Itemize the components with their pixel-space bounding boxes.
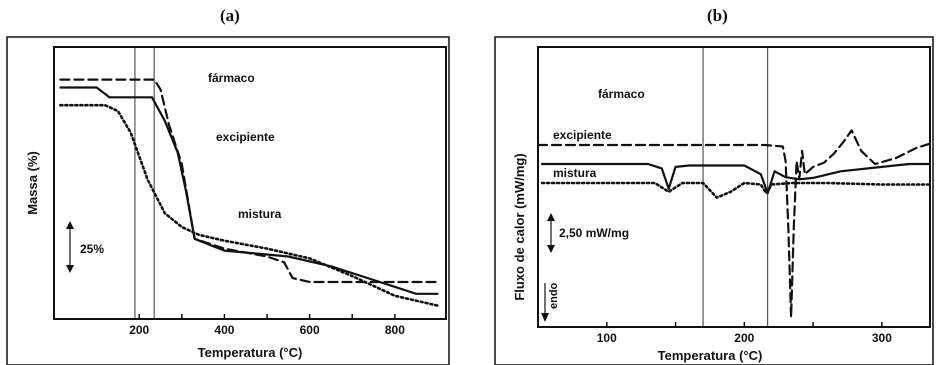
series-label-a-excipiente: excipiente [216,130,275,144]
series-line-dashed [59,78,439,284]
panel-a-label: (a) [220,6,240,25]
panel-b-frame [494,36,934,365]
plot-area-b [537,46,931,328]
series-line-dotted [59,103,439,307]
plot-area-a [53,46,447,320]
scale-bar-b-arrow-up [547,213,555,221]
series-label-b-farmaco: fármaco [598,87,645,101]
series-label-b-excipiente: excipiente [553,128,612,142]
scale-bar-a [66,221,74,273]
endo-label: endo [548,282,560,309]
y-axis-label-b: Fluxo de calor (mW/mg) [512,153,527,300]
panel-a-frame [6,36,450,365]
x-tick-label: 200 [129,323,149,337]
series-line-dashed [536,129,932,319]
x-tick-label: 600 [300,323,320,337]
tga-chart: Massa (%) Temperatura (°C) 25% fármaco e… [6,36,450,365]
scale-bar-a-text: 25% [80,242,104,256]
scale-bar-a-arrow-up [66,221,74,229]
scale-bar-b [547,213,555,253]
series-line-solid [59,86,439,295]
endo-indicator [541,283,549,322]
scale-bar-b-arrow-down [547,245,555,253]
dsc-chart: Fluxo de calor (mW/mg) Temperatura (°C) … [494,36,934,365]
x-axis-label-a: Temperatura (°C) [198,345,303,360]
series-label-b-mistura: mistura [553,166,597,180]
x-tick-label: 800 [385,323,405,337]
x-axis-label-b: Temperatura (°C) [658,348,763,363]
y-axis-label-a: Massa (%) [25,151,40,215]
series-label-a-mistura: mistura [238,207,282,221]
x-tick-label: 200 [734,331,754,345]
series-label-a-farmaco: fármaco [208,71,255,85]
panel-b-label: (b) [707,6,728,25]
x-tick-label: 300 [872,331,892,345]
scale-bar-a-arrow-down [66,265,74,273]
endo-arrow-head [541,313,549,322]
scale-bar-b-text: 2,50 mW/mg [559,226,629,240]
x-tick-label: 400 [214,323,234,337]
x-tick-label: 100 [597,331,617,345]
series-line-dotted [540,181,932,199]
